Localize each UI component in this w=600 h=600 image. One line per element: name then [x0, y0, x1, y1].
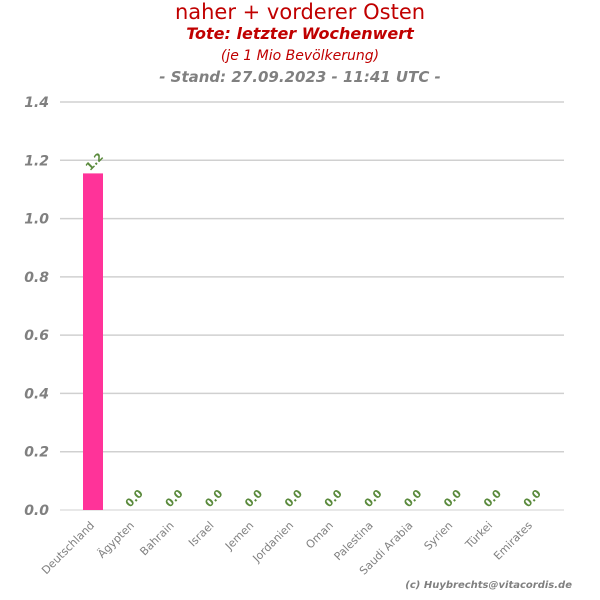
x-tick-label: Emirates: [491, 519, 535, 563]
data-label: 0.0: [521, 487, 544, 510]
chart-subtitle: Tote: letzter Wochenwert: [186, 24, 414, 43]
x-tick-label: Bahrain: [137, 519, 176, 558]
y-tick-label: 0.8: [24, 270, 49, 286]
data-label: 0.0: [441, 487, 464, 510]
data-label: 0.0: [362, 487, 385, 510]
x-tick-label: Oman: [303, 519, 336, 552]
data-label: 0.0: [481, 487, 504, 510]
chart-date-stamp: - Stand: 27.09.2023 - 11:41 UTC -: [159, 68, 441, 86]
y-tick-label: 0.4: [24, 386, 49, 402]
y-tick-label: 0.6: [24, 328, 49, 344]
data-label: 0.0: [163, 487, 186, 510]
data-label: 0.0: [322, 487, 345, 510]
chart-subtitle-unit: (je 1 Mio Bevölkerung): [220, 48, 380, 64]
data-label: 0.0: [282, 487, 305, 510]
chart-title: naher + vorderer Osten: [174, 0, 426, 24]
data-label: 0.0: [401, 487, 424, 510]
x-tick-label: Türkei: [462, 519, 495, 552]
data-label: 0.0: [242, 487, 265, 510]
y-tick-label: 1.4: [24, 95, 49, 111]
x-tick-label: Deutschland: [39, 519, 97, 577]
x-tick-label: Jordanien: [250, 519, 297, 566]
x-tick-label: Ägypten: [95, 519, 137, 561]
data-label: 0.0: [202, 487, 225, 510]
y-tick-label: 1.0: [24, 212, 49, 228]
x-tick-label: Syrien: [422, 519, 456, 553]
x-tick-label: Israel: [186, 519, 216, 549]
y-tick-label: 1.2: [24, 153, 49, 169]
data-label: 0.0: [123, 487, 146, 510]
data-label: 1.2: [83, 150, 106, 173]
y-tick-label: 0.2: [24, 445, 49, 461]
bar: [83, 173, 103, 510]
x-tick-label: Jemen: [222, 519, 256, 553]
copyright-credit: (c) Huybrechts@vitacordis.de: [405, 580, 572, 591]
y-tick-label: 0.0: [24, 503, 49, 519]
